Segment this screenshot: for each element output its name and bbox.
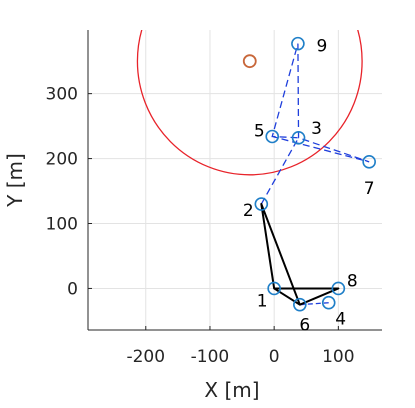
- point-label: 6: [299, 316, 310, 336]
- x-axis-label: X [m]: [204, 378, 259, 402]
- y-axis-label: Y [m]: [3, 153, 27, 208]
- range-circle: [136, 30, 363, 176]
- point-label: 5: [254, 121, 265, 141]
- y-tick-label: 0: [67, 279, 78, 299]
- point-marker: [331, 281, 346, 296]
- point-label: 9: [316, 37, 327, 57]
- point-layer: [254, 36, 376, 312]
- dashed-path: [260, 43, 370, 205]
- point-marker: [321, 295, 336, 310]
- point-marker: [362, 155, 376, 169]
- x-tick-label: -100: [191, 347, 230, 367]
- x-tick-label: 100: [322, 347, 354, 367]
- point-label: 7: [364, 179, 375, 199]
- y-tick-label: 100: [46, 215, 78, 235]
- solid-path: [260, 203, 340, 306]
- y-tick-label: 200: [46, 150, 78, 170]
- point-label: 1: [257, 291, 268, 311]
- range-circle-layer: [136, 30, 363, 176]
- axes: -200 -100 0 100 0 100 200 300: [46, 30, 382, 367]
- point-label: 8: [347, 271, 358, 291]
- path-layer: [260, 43, 370, 306]
- point-label: 2: [243, 201, 254, 221]
- point-marker: [291, 130, 306, 145]
- point-label: 4: [335, 310, 346, 330]
- point-marker: [254, 197, 269, 211]
- point-marker: [291, 36, 305, 51]
- point-marker: [267, 281, 281, 296]
- target-marker: [242, 54, 257, 69]
- y-tick-label: 300: [46, 85, 78, 105]
- point-marker: [293, 297, 307, 312]
- point-label: 3: [311, 119, 322, 139]
- dashed-path-extra: [299, 302, 329, 306]
- x-tick-label: -200: [126, 347, 165, 367]
- label-layer: 1 2 3 4 5 6 7 8 9: [243, 37, 375, 336]
- point-marker: [265, 129, 280, 144]
- x-tick-label: 0: [269, 347, 280, 367]
